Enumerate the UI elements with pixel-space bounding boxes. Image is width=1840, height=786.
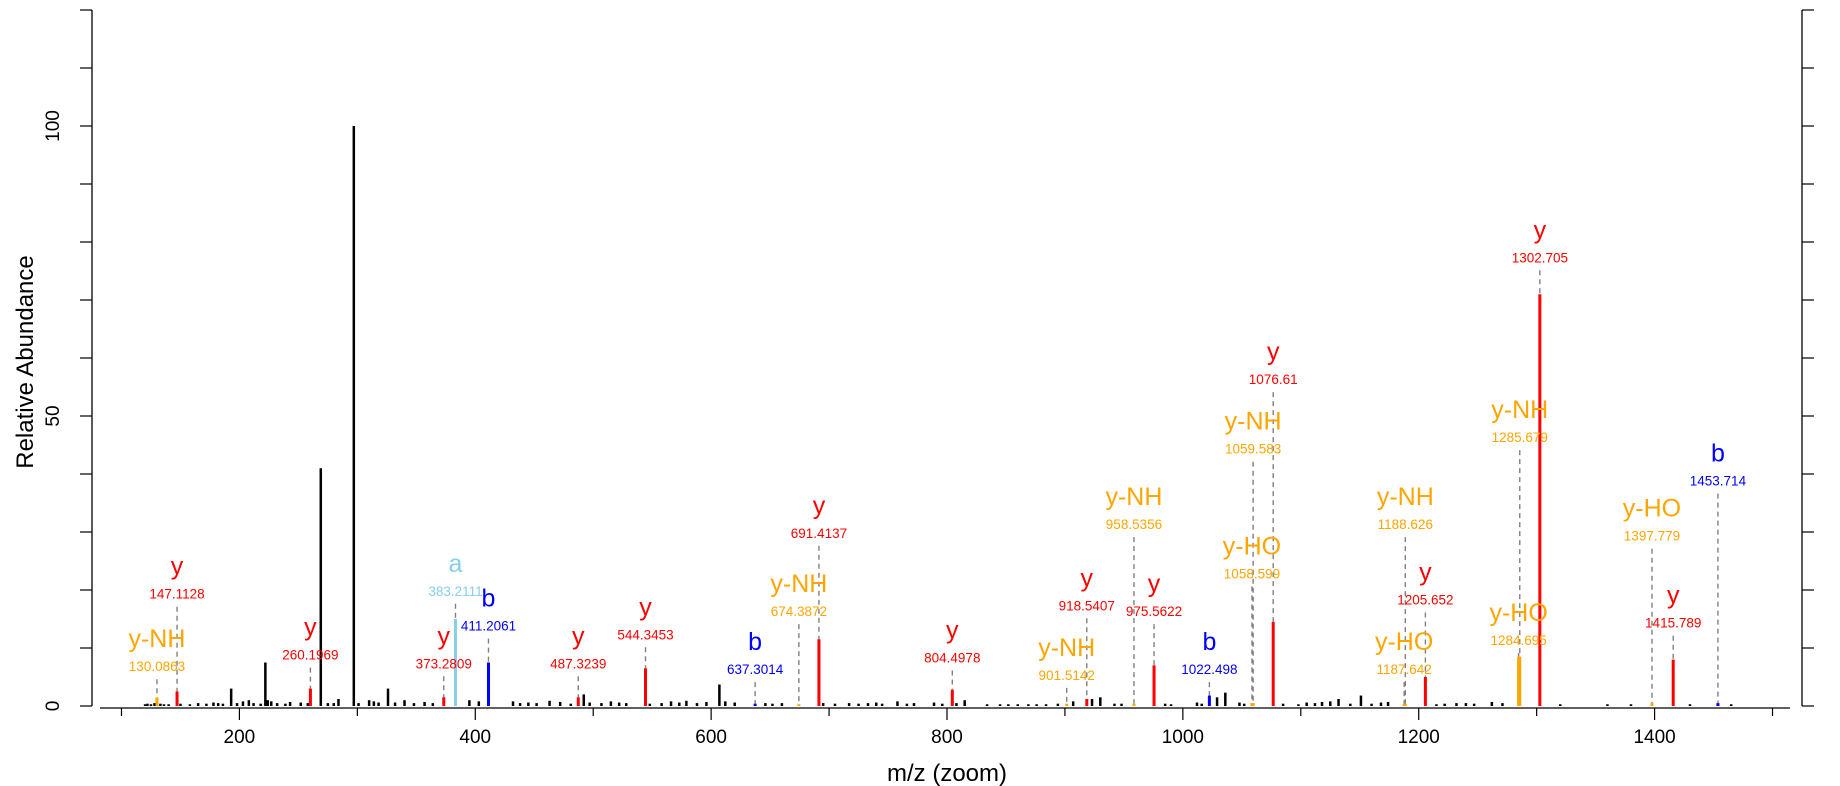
mz-label: 901.5142 bbox=[1039, 668, 1095, 683]
unannotated-peaks bbox=[143, 126, 1733, 706]
ion-label: b bbox=[748, 628, 762, 656]
y-tick-label: 0 bbox=[43, 701, 64, 712]
mz-label: 1205.652 bbox=[1397, 593, 1453, 608]
axes: 200 400 600 800 1000 1200 1400 0 50 100 bbox=[43, 9, 1814, 748]
ion-label: y-NH bbox=[770, 570, 827, 598]
ion-label: y-HO bbox=[1623, 495, 1681, 523]
mz-label: 674.3872 bbox=[771, 604, 827, 619]
mz-label: 544.3453 bbox=[617, 627, 673, 642]
mz-label: 1415.789 bbox=[1645, 616, 1701, 631]
ion-label: b bbox=[1711, 440, 1725, 468]
ion-label: y bbox=[1081, 564, 1094, 592]
mz-label: 383.2111 bbox=[428, 584, 482, 599]
ion-label: y bbox=[171, 553, 184, 581]
ion-label: y bbox=[1419, 559, 1432, 587]
x-tick-label: 800 bbox=[931, 727, 963, 748]
mz-label: 1302.705 bbox=[1512, 250, 1568, 265]
mz-label: 1059.583 bbox=[1225, 442, 1281, 457]
mz-label: 1022.498 bbox=[1181, 662, 1237, 677]
x-tick-label: 200 bbox=[224, 727, 256, 748]
mz-label: 918.5407 bbox=[1059, 598, 1115, 613]
ion-label: y-HO bbox=[1223, 532, 1281, 560]
y-axis-title: Relative Abundance bbox=[12, 255, 39, 469]
ion-label: y bbox=[1267, 338, 1280, 366]
ion-label: y bbox=[639, 593, 652, 621]
mz-label: 487.3239 bbox=[550, 656, 606, 671]
mz-label: 411.2061 bbox=[461, 619, 516, 634]
mz-label: 804.4978 bbox=[924, 651, 980, 666]
mz-label: 1285.679 bbox=[1492, 430, 1548, 445]
ion-label: y-NH bbox=[1491, 396, 1548, 424]
x-tick-label: 1200 bbox=[1398, 727, 1440, 748]
ion-label: y bbox=[946, 617, 959, 645]
mz-label: 958.5356 bbox=[1106, 517, 1162, 532]
mz-label: 1453.714 bbox=[1690, 474, 1747, 489]
ion-label: y bbox=[572, 622, 585, 650]
ion-label: y-NH bbox=[1377, 483, 1434, 511]
mz-label: 975.5622 bbox=[1126, 604, 1182, 619]
mz-label: 147.1128 bbox=[149, 587, 204, 602]
ion-label: b bbox=[1202, 628, 1216, 656]
mz-label: 130.0863 bbox=[129, 659, 185, 674]
annotated-peaks bbox=[155, 294, 1720, 706]
ion-label: y bbox=[1534, 216, 1547, 244]
ion-label: y-NH bbox=[1038, 634, 1095, 662]
ion-label: y-NH bbox=[128, 625, 185, 653]
mz-label: 373.2809 bbox=[416, 656, 472, 671]
ion-label: y bbox=[438, 622, 451, 650]
mz-label: 1058.599 bbox=[1224, 566, 1280, 581]
y-tick-label: 50 bbox=[43, 405, 64, 426]
mz-label: 1187.642 bbox=[1376, 662, 1431, 677]
ion-label: y-HO bbox=[1489, 599, 1547, 627]
ion-label: y bbox=[1148, 570, 1161, 598]
mz-label: 691.4137 bbox=[791, 526, 847, 541]
mz-label: 1076.61 bbox=[1249, 372, 1298, 387]
ion-label: y bbox=[1667, 582, 1680, 610]
y-tick-label: 100 bbox=[43, 110, 64, 142]
label-connectors bbox=[156, 270, 1719, 705]
x-tick-label: 400 bbox=[459, 727, 491, 748]
ion-label: y-HO bbox=[1375, 628, 1433, 656]
mz-label: 260.1969 bbox=[282, 648, 338, 663]
ion-label: y-NH bbox=[1105, 483, 1162, 511]
ion-label: b bbox=[482, 585, 496, 613]
x-axis-title: m/z (zoom) bbox=[887, 760, 1007, 786]
x-tick-label: 1000 bbox=[1162, 727, 1204, 748]
ion-label: y bbox=[813, 492, 826, 520]
mz-label: 637.3014 bbox=[727, 662, 784, 677]
ion-label: y bbox=[304, 614, 317, 642]
x-tick-label: 600 bbox=[695, 727, 727, 748]
ion-label: a bbox=[449, 550, 463, 578]
x-tick-label: 1400 bbox=[1633, 727, 1675, 748]
mz-label: 1397.779 bbox=[1624, 529, 1680, 544]
mz-label: 1284.695 bbox=[1490, 633, 1546, 648]
ion-label: y-NH bbox=[1225, 408, 1282, 436]
mz-label: 1188.626 bbox=[1378, 517, 1433, 532]
peak-labels: y 147.1128 y-NH 130.0863 y 260.1969 y 373.2809 a… bbox=[128, 216, 1746, 683]
